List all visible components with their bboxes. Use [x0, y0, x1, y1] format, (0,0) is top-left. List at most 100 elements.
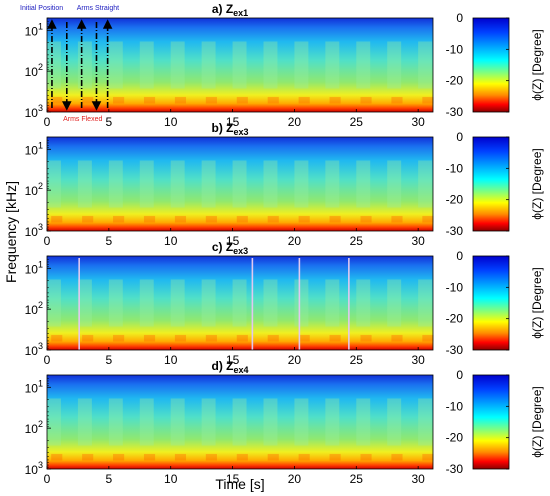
- y-tick-exponent: 3: [38, 103, 43, 113]
- colorbar-tick-label: -10: [446, 42, 464, 56]
- x-tick-label: 20: [288, 234, 302, 248]
- y-tick-label: 103: [25, 341, 43, 358]
- cycle-band-low: [113, 453, 125, 461]
- cycle-band: [77, 279, 92, 327]
- cycle-band: [356, 41, 371, 89]
- cycle-band: [356, 398, 371, 446]
- y-tick-label: 102: [25, 181, 43, 198]
- panel-title-subscript: ex1: [233, 8, 248, 18]
- colorbar-tick-label: -30: [446, 343, 464, 357]
- y-tick-exponent: 3: [38, 341, 43, 351]
- cycle-band-low: [236, 334, 248, 342]
- cycle-band: [77, 160, 92, 208]
- colorbar-tick-label: 0: [456, 130, 463, 144]
- colorbar-tick-label: 0: [456, 11, 463, 25]
- x-tick-label: 0: [44, 115, 51, 129]
- cycle-band-low: [174, 215, 187, 223]
- cycle-band: [294, 398, 309, 446]
- spectrogram-body: [47, 18, 433, 112]
- y-tick-base: 10: [25, 143, 39, 157]
- colorbar-tick-label: -30: [446, 105, 464, 119]
- cycle-band-low: [51, 96, 63, 104]
- cycle-band-low: [113, 334, 125, 342]
- cycle-band-low: [51, 453, 63, 461]
- y-tick-base: 10: [25, 262, 39, 276]
- cycle-band-low: [391, 215, 403, 223]
- colorbar-tick-label: -30: [446, 224, 464, 238]
- x-tick-label: 30: [411, 472, 425, 486]
- cycle-band: [170, 41, 185, 89]
- cycle-band: [263, 398, 278, 446]
- y-tick-base: 10: [25, 381, 39, 395]
- x-tick-label: 10: [164, 353, 178, 367]
- cycle-texture: [47, 398, 434, 461]
- cycle-band: [201, 279, 216, 327]
- y-tick-base: 10: [25, 344, 39, 358]
- y-tick-base: 10: [25, 184, 39, 198]
- cycle-band-low: [391, 334, 403, 342]
- cycle-band: [201, 41, 216, 89]
- cycle-band: [170, 160, 185, 208]
- cycle-band-low: [267, 453, 279, 461]
- cycle-band-low: [82, 96, 94, 104]
- colorbar-tick-label: -20: [446, 193, 464, 207]
- y-tick-label: 101: [25, 259, 43, 276]
- spectrogram-body: [47, 375, 433, 469]
- y-tick-label: 102: [25, 419, 43, 436]
- cycle-band-low: [143, 334, 156, 342]
- panel-title: a) Zex1: [212, 2, 248, 18]
- cycle-band: [325, 398, 340, 446]
- cycle-band: [232, 279, 247, 327]
- cycle-band-low: [298, 96, 310, 104]
- cycle-band-low: [360, 453, 372, 461]
- panel-title-subscript: ex3: [233, 246, 248, 256]
- cycle-band-low: [143, 96, 156, 104]
- y-tick-exponent: 2: [38, 62, 43, 72]
- cycle-band: [201, 160, 216, 208]
- cycle-band-low: [82, 215, 94, 223]
- cycle-band: [47, 160, 61, 208]
- colorbar-gradient: [472, 255, 510, 351]
- colorbar: 0 -10 -20 -30 ϕ(Z) [Degree]: [446, 130, 544, 238]
- cycle-band-low: [329, 215, 341, 223]
- cycle-band-low: [205, 334, 217, 342]
- colorbar-label: ϕ(Z) [Degree]: [530, 29, 544, 100]
- cycle-band-low: [205, 215, 217, 223]
- cycle-band: [294, 279, 309, 327]
- cycle-band: [356, 160, 371, 208]
- annotation-arms-flexed: Arms Flexed: [63, 116, 102, 123]
- colorbar-tick-label: -10: [446, 161, 464, 175]
- cycle-band-low: [360, 215, 372, 223]
- y-tick-base: 10: [25, 65, 39, 79]
- cycle-band: [77, 41, 92, 89]
- colorbar-tick-label: -30: [446, 462, 464, 476]
- cycle-band-low: [422, 453, 434, 461]
- cycle-band: [294, 160, 309, 208]
- colorbar-tick-label: -20: [446, 431, 464, 445]
- cycle-band-low: [113, 96, 125, 104]
- cycle-band-low: [143, 453, 156, 461]
- colorbar-gradient: [472, 136, 510, 232]
- colorbar-tick-label: -10: [446, 280, 464, 294]
- cycle-band-low: [298, 453, 310, 461]
- y-tick-base: 10: [25, 422, 39, 436]
- cycle-band-low: [267, 96, 279, 104]
- y-tick-label: 102: [25, 300, 43, 317]
- x-tick-label: 10: [164, 234, 178, 248]
- panel-title-prefix: c) Z: [212, 240, 233, 254]
- cycle-band: [263, 41, 278, 89]
- x-tick-label: 25: [350, 472, 364, 486]
- cycle-band-low: [82, 334, 94, 342]
- cycle-band-low: [174, 453, 187, 461]
- panel-title-subscript: ex3: [233, 127, 248, 137]
- panel-title-subscript: ex4: [233, 365, 248, 375]
- cycle-band-low: [205, 453, 217, 461]
- y-tick-exponent: 3: [38, 222, 43, 232]
- x-tick-label: 30: [411, 115, 425, 129]
- cycle-band: [108, 160, 123, 208]
- x-tick-label: 15: [226, 472, 240, 486]
- cycle-band: [294, 41, 309, 89]
